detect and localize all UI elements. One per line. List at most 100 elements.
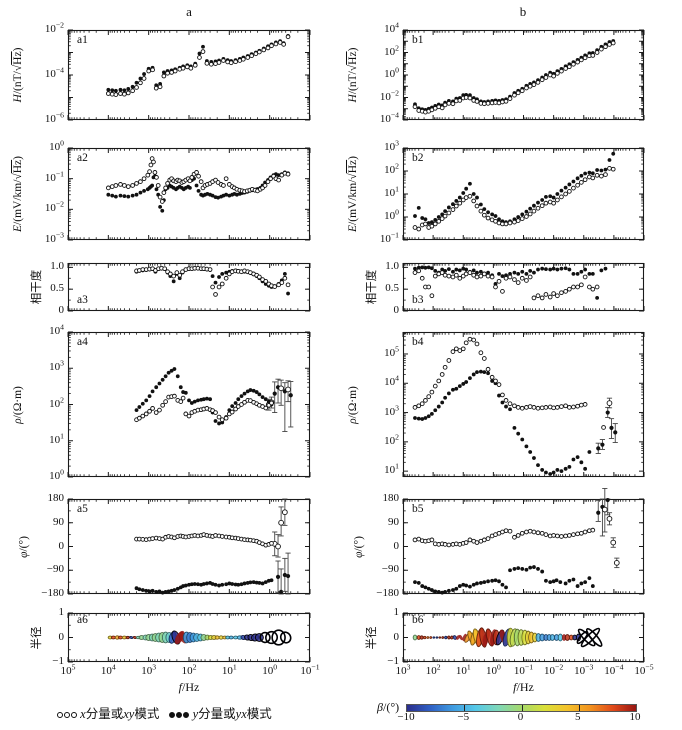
x-tick-label: 10−4 (604, 662, 624, 677)
panel-label-b2: b2 (412, 152, 424, 164)
filled-circle-markers (168, 707, 189, 721)
y-tick-label: 0 (58, 539, 65, 552)
y-tick-label: 101 (49, 431, 64, 446)
panel-label-a4: a4 (77, 336, 88, 348)
x-tick-label: 10−2 (544, 662, 564, 677)
y-tick-label: 10−2 (44, 199, 64, 215)
x-tick-label: 105 (60, 662, 76, 677)
y-tick-label: 1 (58, 606, 65, 618)
colorbar-tick: 0 (517, 711, 524, 723)
y-tick-label: 1.0 (385, 260, 399, 273)
colorbar-tick: 5 (575, 711, 581, 723)
x-axis-label-b: f/Hz (513, 680, 534, 694)
y-tick-label: 100 (49, 467, 64, 482)
y-tick-label: 90 (53, 515, 64, 528)
y-tick-label: 105 (384, 344, 399, 359)
y-tick-label: 103 (49, 358, 64, 374)
x-tick-label: 10−5 (634, 662, 654, 677)
panel-label-b6: b6 (412, 614, 424, 626)
panel-b4 (402, 331, 645, 478)
x-axis-label-a: f/Hz (178, 680, 200, 694)
y-tick-label: 10−4 (379, 110, 399, 125)
y-tick-label: 104 (384, 373, 399, 389)
y-axis-label-a3: 相干度 (31, 269, 43, 305)
panel-a4 (67, 331, 311, 478)
panel-label-b1: b1 (412, 34, 424, 46)
x-tick-label: 10−3 (574, 662, 594, 677)
panel-b6 (402, 612, 645, 663)
x-tick-label: 100 (485, 662, 501, 677)
y-tick-label: 0 (58, 304, 65, 316)
y-tick-label: 1 (393, 606, 400, 618)
y-tick-label: 0.5 (385, 282, 399, 295)
y-axis-label-a5: φ/(°) (18, 535, 30, 558)
y-tick-label: 0.5 (50, 282, 64, 295)
panel-a1 (67, 29, 311, 121)
y-tick-label: −1 (52, 655, 64, 667)
y-axis-label-a2: E/(mV/km/√Hz) (12, 156, 24, 232)
open-series-label: x分量或xy模式 (80, 707, 160, 721)
x-tick-label: 102 (425, 662, 441, 677)
open-circle-markers (56, 707, 77, 721)
y-axis-label-a4: ρ/(Ω·m) (12, 385, 24, 424)
colorbar-ticks: −10 −5 0 5 10 (397, 711, 640, 725)
y-tick-label: 102 (384, 42, 399, 58)
y-tick-label: 104 (384, 20, 399, 35)
panel-a2 (67, 147, 311, 241)
y-tick-label: 102 (49, 394, 64, 410)
y-tick-label: 1.0 (50, 260, 64, 273)
y-tick-label: 104 (49, 322, 64, 337)
panel-b3 (402, 262, 645, 312)
panel-label-b3: b3 (412, 294, 424, 306)
panel-label-a6: a6 (77, 614, 88, 626)
y-tick-label: 101 (384, 184, 399, 199)
panel-label-b4: b4 (412, 336, 424, 348)
panel-b5 (402, 487, 645, 595)
y-tick-label: −90 (46, 563, 64, 576)
panel-label-a2: a2 (77, 152, 88, 164)
panel-a3 (67, 262, 311, 312)
y-tick-label: 100 (384, 207, 399, 222)
x-tick-label: 10−1 (513, 662, 534, 677)
colorbar-tick: 10 (629, 711, 641, 723)
column-title-b: b (519, 4, 527, 19)
panel-b1 (402, 29, 645, 121)
y-tick-label: 0 (393, 304, 400, 316)
panel-label-a1: a1 (77, 34, 88, 46)
y-tick-label: 0 (58, 630, 65, 643)
colorbar-tick: −5 (457, 711, 470, 723)
x-tick-label: 104 (100, 662, 116, 677)
column-title-a: a (186, 4, 192, 19)
y-tick-label: 10−6 (44, 110, 64, 125)
panel-a6 (67, 612, 311, 663)
y-tick-label: 10−1 (379, 230, 399, 245)
y-axis-label-a6: 半径 (31, 626, 43, 649)
panel-b2 (402, 147, 645, 241)
x-tick-label: 101 (455, 662, 471, 677)
y-axis-label-b1: H/(nT/√Hz) (347, 47, 359, 103)
y-tick-label: 10−3 (44, 230, 64, 245)
panel-label-a3: a3 (77, 294, 88, 306)
y-tick-label: 10−4 (44, 65, 64, 80)
x-tick-label: 102 (181, 662, 197, 677)
filled-series-label: y分量或yx模式 (192, 707, 272, 721)
y-tick-label: 101 (384, 461, 399, 477)
y-tick-label: −180 (376, 587, 399, 599)
x-tick-label: 103 (395, 662, 411, 677)
y-tick-label: 180 (382, 492, 400, 504)
y-tick-label: 102 (384, 161, 399, 176)
y-tick-label: 103 (384, 138, 399, 153)
x-tick-label: 103 (141, 662, 157, 677)
y-tick-label: 10−2 (379, 87, 399, 103)
y-tick-label: −180 (41, 587, 64, 599)
y-tick-label: 103 (384, 402, 399, 418)
y-axis-label-b4: ρ/(Ω·m) (347, 385, 359, 424)
colorbar-tick: −10 (397, 711, 415, 723)
y-tick-label: 0 (393, 630, 400, 643)
y-tick-label: 180 (47, 492, 65, 504)
y-tick-label: 0 (393, 539, 400, 552)
y-tick-label: −1 (387, 655, 399, 667)
y-tick-label: 100 (384, 65, 399, 80)
y-tick-label: 10−1 (44, 169, 64, 184)
